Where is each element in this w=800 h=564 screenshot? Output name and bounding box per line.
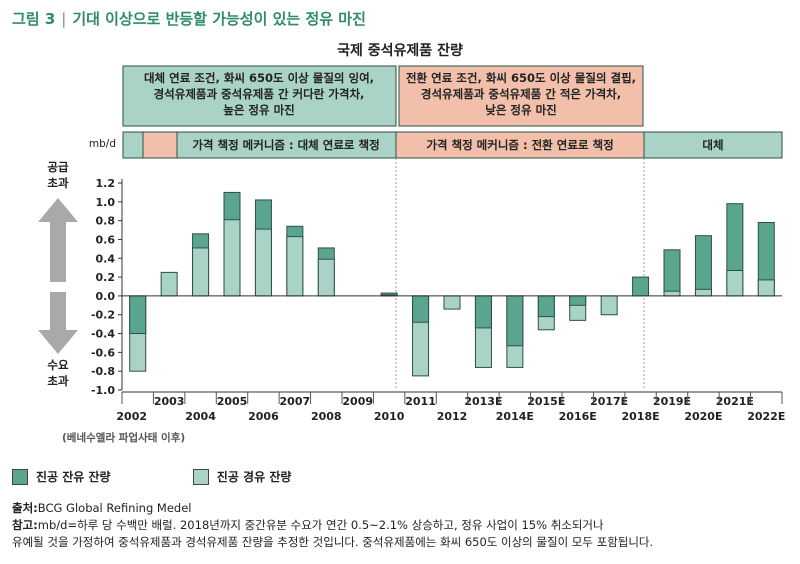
x-tick-label: 2022E bbox=[747, 410, 785, 423]
annotation-box-right bbox=[398, 65, 644, 127]
y-tick-label: 1.0 bbox=[96, 196, 116, 209]
demand-label: 수요 bbox=[47, 358, 69, 372]
y-tick-label: 0.2 bbox=[96, 271, 116, 284]
y-tick-label: -0.8 bbox=[91, 365, 115, 378]
x-tick-label: 2018E bbox=[622, 410, 660, 423]
bar-light bbox=[254, 228, 272, 297]
band-segment-pink-small bbox=[142, 131, 178, 159]
surplus-label: 초과 bbox=[47, 176, 69, 190]
band-left-label: 가격 책정 메커니즘 : 대체 연료로 책정 bbox=[192, 138, 379, 152]
legend-swatch-dark bbox=[12, 468, 28, 485]
demand-label: 초과 bbox=[47, 374, 69, 388]
x-tick-label: 2009 bbox=[342, 395, 373, 408]
bar-light bbox=[694, 288, 712, 297]
note-line-1: 참고:mb/d=하루 당 수백만 배럴. 2018년까지 중간유분 수요가 연간… bbox=[12, 517, 653, 534]
x-tick-label: 2012 bbox=[437, 410, 468, 423]
bar-dark bbox=[663, 249, 681, 297]
x-tick-label: 2014E bbox=[496, 410, 534, 423]
bar-dark bbox=[632, 276, 650, 297]
x-tick-label: 2002 bbox=[116, 410, 147, 423]
chart-svg: 대체 연료 조건, 화씨 650도 이상 물질의 잉여, 경석유제품과 중석유제품… bbox=[38, 65, 785, 444]
x-tick-label: 2020E bbox=[684, 410, 722, 423]
x-tick-label: 2003 bbox=[154, 395, 185, 408]
bar-dark bbox=[537, 295, 555, 318]
annotation-box-left bbox=[122, 65, 397, 127]
note-label: 참고: bbox=[12, 518, 38, 532]
up-arrow-icon bbox=[38, 198, 78, 282]
x-tick-label: 2007 bbox=[280, 395, 311, 408]
bar-light bbox=[757, 279, 775, 297]
chart-title: 국제 중석유제품 잔량 bbox=[337, 43, 463, 59]
bar-dark bbox=[506, 295, 524, 347]
bar-light bbox=[600, 295, 618, 316]
bar-dark bbox=[129, 295, 147, 335]
x-tick-label: 2019E bbox=[653, 395, 691, 408]
band-right-label: 대체 bbox=[702, 138, 723, 152]
y-axis-unit: mb/d bbox=[89, 138, 116, 150]
legend-label-light: 진공 경유 잔량 bbox=[216, 470, 292, 484]
x-tick-label: 2011 bbox=[405, 395, 436, 408]
x-tick-label: 2016E bbox=[559, 410, 597, 423]
y-tick-label: 0.6 bbox=[96, 233, 116, 246]
x-tick-label: 2015E bbox=[527, 395, 565, 408]
bar-light bbox=[223, 219, 241, 297]
y-tick-label: -0.2 bbox=[91, 309, 115, 322]
x-tick-label: 2021E bbox=[716, 395, 754, 408]
bar-dark bbox=[412, 295, 430, 323]
annotation-left-line: 경석유제품과 중석유제품 간 커다란 가격차, bbox=[154, 87, 365, 101]
x-tick-label: 2006 bbox=[248, 410, 279, 423]
title-separator: | bbox=[61, 10, 67, 28]
x-tick-label: 2008 bbox=[311, 410, 342, 423]
bar-light bbox=[286, 236, 304, 297]
bar-light bbox=[317, 258, 335, 297]
x-tick-label: 2004 bbox=[185, 410, 216, 423]
legend-item-light: 진공 경유 잔량 bbox=[192, 468, 292, 485]
band-right bbox=[643, 131, 783, 159]
bar-light bbox=[160, 271, 178, 297]
x-tick-label: 2013E bbox=[464, 395, 502, 408]
baseline-note: (베네수엘라 파업사태 이후) bbox=[62, 431, 185, 444]
bar-light bbox=[192, 247, 210, 297]
note-text-1: mb/d=하루 당 수백만 배럴. 2018년까지 중간유분 수요가 연간 0.… bbox=[37, 518, 604, 532]
x-tick-label: 2005 bbox=[217, 395, 248, 408]
note-line-2: 유예될 것을 가정하여 중석유제품과 경석유제품 잔량을 추정한 것입니다. 중… bbox=[12, 535, 654, 549]
notes: 출처:BCG Global Refining Medel 참고:mb/d=하루 … bbox=[12, 500, 653, 551]
bar-light bbox=[726, 270, 744, 297]
bar-dark bbox=[569, 295, 587, 306]
bar-light bbox=[443, 295, 461, 310]
annotation-right-line: 전환 연료 조건, 화씨 650도 이상 물질의 결핍, bbox=[406, 71, 636, 85]
y-tick-label: 1.2 bbox=[96, 177, 116, 190]
figure-title: 그림 3 | 기대 이상으로 반등할 가능성이 있는 정유 마진 bbox=[12, 8, 366, 29]
legend-item-dark: 진공 잔유 잔량 bbox=[12, 468, 111, 485]
bar-dark bbox=[694, 235, 712, 297]
figure-label: 그림 3 bbox=[12, 10, 56, 28]
annotation-right-line: 낮은 정유 마진 bbox=[485, 103, 557, 117]
down-arrow-icon bbox=[38, 292, 78, 354]
y-tick-label: 0.0 bbox=[96, 290, 116, 303]
annotation-left-line: 대체 연료 조건, 화씨 650도 이상 물질의 잉여, bbox=[144, 71, 374, 85]
y-tick-label: -0.4 bbox=[91, 328, 115, 341]
band-mid-label: 가격 책정 메커니즘 : 전환 연료로 책정 bbox=[426, 138, 613, 152]
y-tick-label: 0.4 bbox=[96, 252, 116, 265]
band-segment-green-small bbox=[122, 131, 144, 159]
annotation-left-line: 높은 정유 마진 bbox=[223, 103, 295, 117]
y-tick-label: -1.0 bbox=[91, 384, 115, 397]
y-tick-label: -0.6 bbox=[91, 346, 115, 359]
x-tick-label: 2017E bbox=[590, 395, 628, 408]
figure-title-text: 기대 이상으로 반등할 가능성이 있는 정유 마진 bbox=[72, 10, 366, 28]
y-tick-label: 0.8 bbox=[96, 215, 116, 228]
source-text: BCG Global Refining Medel bbox=[37, 501, 192, 515]
source-line: 출처:BCG Global Refining Medel bbox=[12, 500, 653, 517]
legend-label-dark: 진공 잔유 잔량 bbox=[36, 470, 111, 484]
source-label: 출처: bbox=[12, 501, 38, 515]
surplus-label: 공급 bbox=[47, 160, 69, 174]
bar-dark bbox=[474, 295, 492, 329]
x-tick-label: 2010 bbox=[374, 410, 405, 423]
bar-light bbox=[663, 290, 681, 297]
annotation-right-line: 경석유제품과 중석유제품 간 적은 가격차, bbox=[421, 87, 621, 101]
legend: 진공 잔유 잔량 진공 경유 잔량 bbox=[12, 468, 369, 488]
legend-swatch-light bbox=[192, 468, 209, 485]
